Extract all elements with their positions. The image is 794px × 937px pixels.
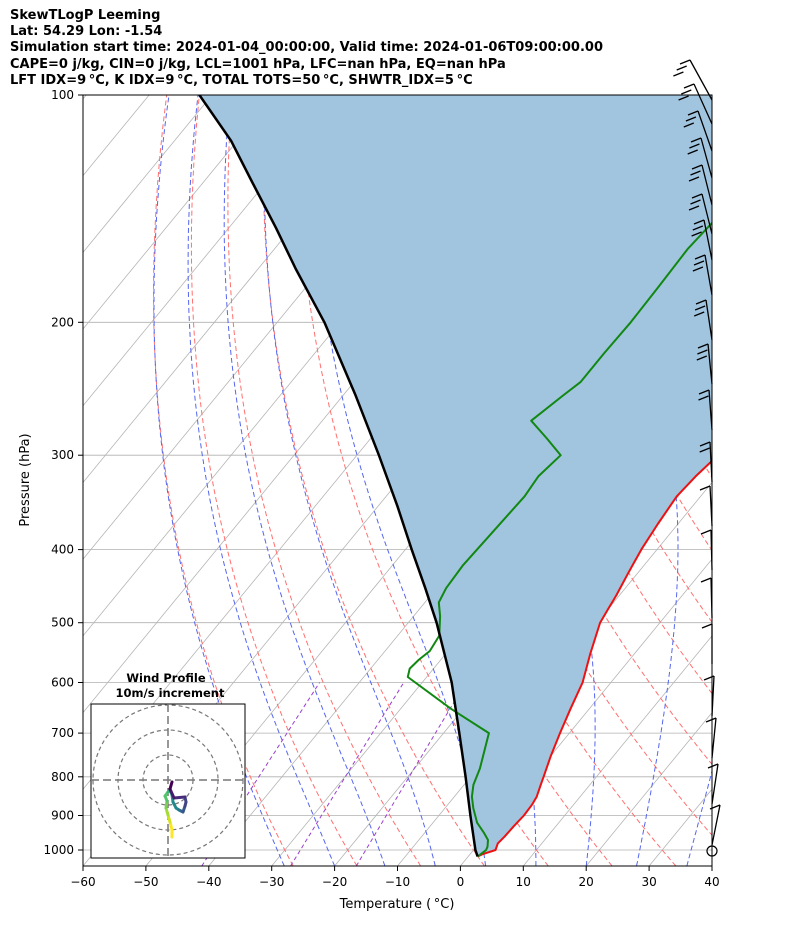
calm-wind-circle: [706, 845, 718, 857]
wind-barb: [699, 485, 713, 527]
y-tick-label: 600: [51, 676, 74, 690]
moist-adiabat: [187, 95, 336, 866]
x-tick-label: 30: [641, 875, 656, 889]
y-tick-label: 700: [51, 726, 74, 740]
header-location: Lat: 54.29 Lon: -1.54: [10, 24, 163, 40]
y-tick-label: 400: [51, 543, 74, 557]
temperature-line: [477, 459, 712, 858]
isotherm-line: [83, 95, 87, 100]
moist-adiabat: [737, 95, 794, 866]
y-tick-label: 200: [51, 315, 74, 329]
x-tick-label: −20: [322, 875, 347, 889]
dry-adiabat: [227, 95, 422, 866]
dry-adiabat: [190, 95, 358, 866]
wind-barb: [709, 804, 721, 846]
parcel-profile-line: [198, 95, 479, 857]
hodograph-segment: [168, 780, 174, 791]
isotherm-line: [460, 558, 712, 866]
inset-hodograph: [91, 704, 245, 858]
chart-header: SkewTLogP Leeming Lat: 54.29 Lon: -1.54 …: [10, 8, 603, 89]
header-times: Simulation start time: 2024-01-04_00:00:…: [10, 40, 603, 56]
inset-title: Wind Profile: [126, 671, 206, 685]
wind-barb: [688, 164, 713, 206]
header-cape-line: CAPE=0 j/kg, CIN=0 j/kg, LCL=1001 hPa, L…: [10, 56, 506, 72]
wind-barb: [673, 59, 713, 101]
wind-barb: [700, 577, 713, 619]
dry-adiabat: [753, 95, 794, 866]
dry-adiabat: [262, 95, 485, 866]
x-tick-label: −10: [385, 875, 410, 889]
y-tick-label: 1000: [43, 843, 74, 857]
wind-barb: [678, 83, 713, 125]
wind-barb: [700, 529, 713, 571]
dewpoint-line: [406, 221, 712, 858]
y-tick-label: 800: [51, 770, 74, 784]
moist-adiabat: [153, 95, 285, 866]
moist-adiabat: [223, 95, 386, 866]
x-tick-label: 10: [516, 875, 531, 889]
moist-adiabat: [263, 95, 436, 866]
y-axis-label: Pressure (hPa): [18, 433, 33, 526]
y-tick-label: 500: [51, 616, 74, 630]
isotherm-line: [522, 635, 712, 866]
x-tick-label: −40: [196, 875, 221, 889]
isotherm-line: [83, 95, 213, 253]
wind-barbs: [673, 59, 721, 857]
wind-barb: [688, 193, 713, 235]
wind-barb: [693, 299, 713, 341]
hodograph-segment: [168, 787, 176, 800]
x-tick-label: 0: [457, 875, 465, 889]
isotherm-line: [83, 95, 276, 330]
wind-barb: [683, 110, 713, 152]
isotherm-line: [83, 95, 339, 407]
wind-barb: [701, 623, 713, 664]
inset-subtitle: 10m/s increment: [116, 686, 225, 700]
header-title: SkewTLogP Leeming: [10, 8, 161, 23]
x-tick-label: 40: [704, 875, 719, 889]
parcel-temperature-area: [199, 95, 712, 857]
data-series: [198, 95, 712, 858]
wind-barb: [707, 763, 719, 805]
header-index-line: LFT IDX=9 °C, K IDX=9 °C, TOTAL TOTS=50 …: [10, 72, 473, 88]
y-tick-label: 300: [51, 448, 74, 462]
y-tick-label: 100: [51, 88, 74, 102]
wind-barb: [698, 389, 713, 431]
wind-barb: [705, 717, 717, 759]
hodograph-segment: [172, 795, 187, 800]
x-tick-label: −30: [259, 875, 284, 889]
axis-ticks: −60 −50 −40 −30 −20 −10 0 10 20 30 40 100 200 300 400 5…: [43, 88, 719, 889]
y-tick-label: 900: [51, 809, 74, 823]
wind-barb: [692, 254, 713, 296]
x-axis-label: Temperature ( °C): [339, 897, 455, 912]
isotherm-line: [711, 865, 712, 866]
isotherm-line: [775, 95, 794, 866]
dry-adiabat: [721, 95, 794, 866]
wind-barb: [699, 441, 713, 483]
wind-barb: [703, 675, 715, 717]
x-tick-label: 20: [579, 875, 594, 889]
dry-adiabat: [786, 95, 794, 866]
wind-profile-inset: Wind Profile 10m/s increment: [90, 671, 246, 859]
x-tick-label: −60: [70, 875, 95, 889]
wind-barb: [687, 137, 713, 179]
mixing-ratio-line: [290, 682, 405, 866]
moist-adiabat: [310, 95, 487, 866]
wind-barb: [691, 219, 713, 261]
x-tick-label: −50: [133, 875, 158, 889]
mixing-ratio-line: [355, 682, 467, 866]
wind-barb: [696, 343, 713, 385]
isotherm-line: [585, 711, 712, 866]
dry-adiabat: [152, 95, 294, 866]
